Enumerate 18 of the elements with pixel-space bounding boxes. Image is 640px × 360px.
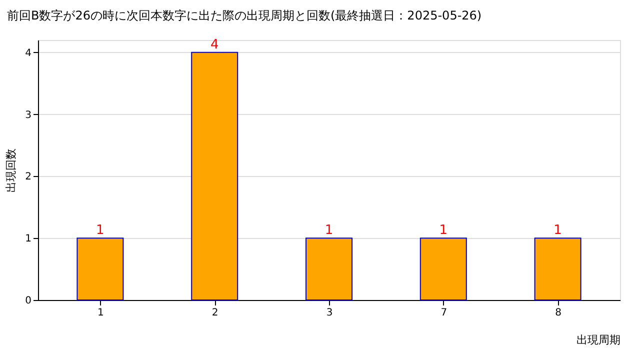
y-tick-label: 1: [25, 234, 32, 245]
data-label: 1: [439, 223, 448, 238]
x-tick-label: 3: [326, 308, 333, 318]
data-label: 1: [96, 223, 104, 238]
y-axis-title: 出現回数: [4, 148, 18, 192]
chart-title: 前回B数字が26の時に次回本数字に出た際の出現周期と回数(最終抽選日：2025-05-26): [7, 8, 482, 22]
y-tick-label: 0: [25, 296, 32, 306]
data-label: 1: [324, 223, 334, 238]
x-tick-label: 8: [555, 308, 562, 318]
x-tick-label: 7: [440, 308, 448, 318]
data-label: 1: [554, 223, 562, 238]
x-axis-title: 出現周期: [576, 334, 620, 346]
y-tick-label: 2: [25, 172, 32, 183]
y-tick-label: 4: [25, 48, 32, 59]
y-tick-label: 3: [25, 110, 32, 121]
x-tick-label: 1: [98, 308, 104, 318]
x-tick-label: 2: [212, 308, 218, 318]
data-label: 4: [210, 37, 219, 52]
